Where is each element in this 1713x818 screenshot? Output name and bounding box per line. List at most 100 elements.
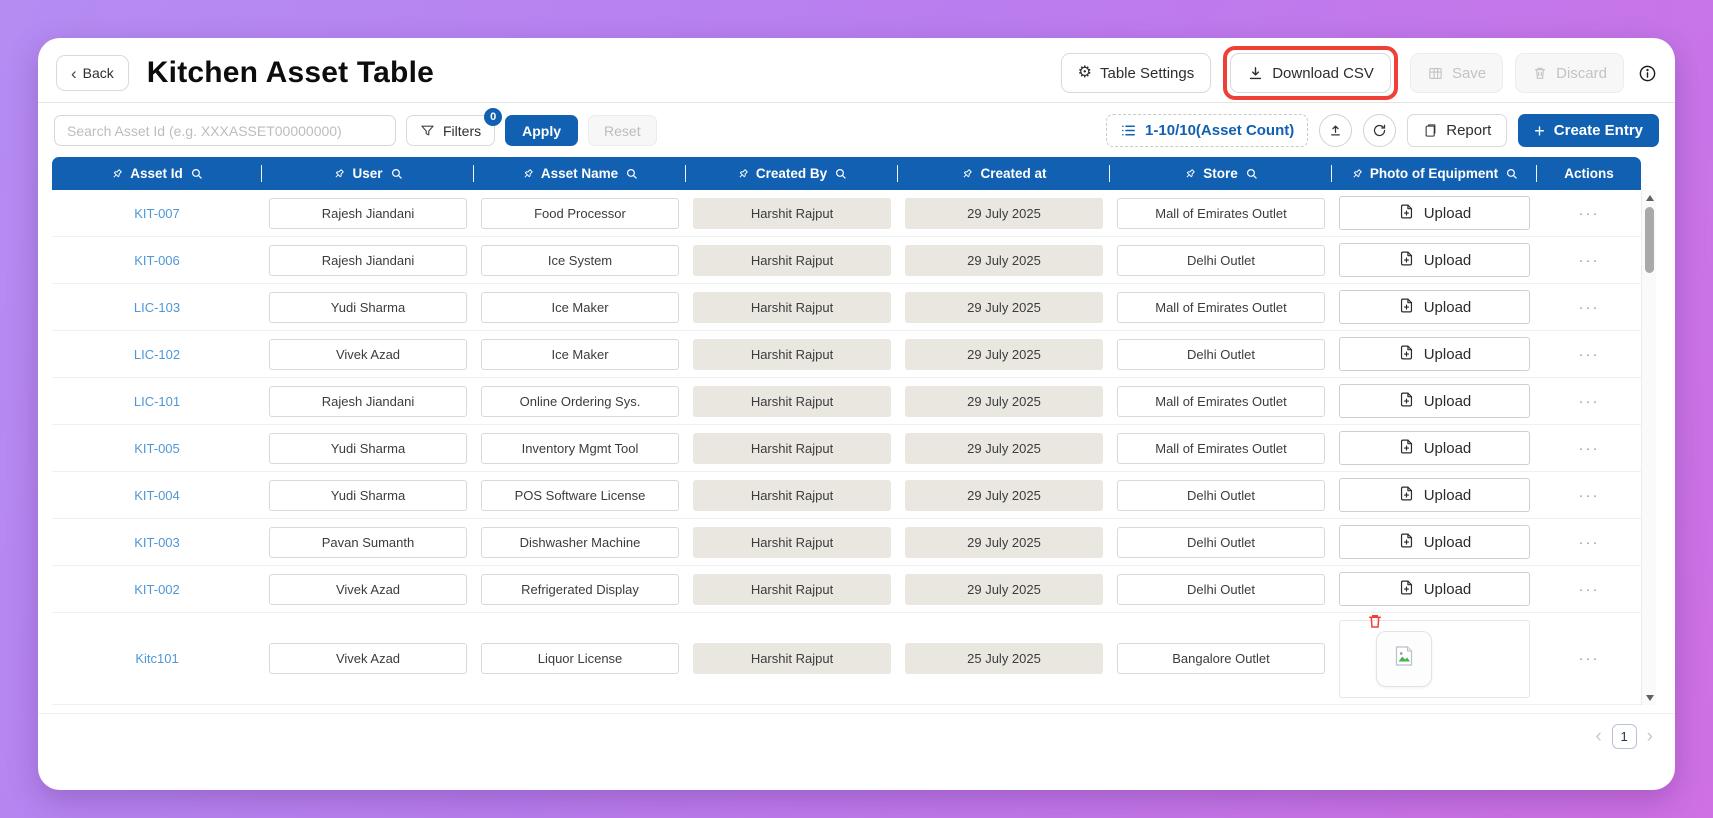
scroll-down-icon[interactable] (1642, 690, 1657, 705)
asset-name-cell[interactable]: Online Ordering Sys. (481, 385, 679, 417)
user-cell[interactable]: Yudi Sharma (269, 291, 467, 323)
column-search-icon[interactable] (1505, 167, 1518, 180)
column-search-icon[interactable] (625, 167, 638, 180)
asset-id-link[interactable]: KIT-004 (134, 487, 180, 503)
row-actions-menu[interactable]: ··· (1578, 392, 1600, 410)
row-actions-menu[interactable]: ··· (1578, 345, 1600, 363)
create-entry-label: Create Entry (1553, 122, 1643, 139)
info-button[interactable] (1638, 64, 1657, 83)
user-cell[interactable]: Pavan Sumanth (269, 526, 467, 558)
pin-icon[interactable] (111, 168, 123, 180)
asset-id-link[interactable]: KIT-002 (134, 581, 180, 597)
user-cell[interactable]: Rajesh Jiandani (269, 197, 467, 229)
asset-count-chip[interactable]: 1-10/10(Asset Count) (1106, 114, 1309, 147)
asset-name-cell[interactable]: Ice Maker (481, 291, 679, 323)
asset-name-cell[interactable]: Food Processor (481, 197, 679, 229)
asset-name-cell[interactable]: Refrigerated Display (481, 573, 679, 605)
upload-photo-button[interactable]: Upload (1339, 431, 1530, 465)
refresh-button[interactable] (1363, 114, 1397, 147)
store-cell[interactable]: Mall of Emirates Outlet (1117, 385, 1325, 417)
table-grid-icon (1429, 67, 1442, 79)
user-cell[interactable]: Rajesh Jiandani (269, 385, 467, 417)
asset-name-cell[interactable]: Dishwasher Machine (481, 526, 679, 558)
search-input[interactable] (54, 115, 396, 146)
pin-icon[interactable] (1184, 168, 1196, 180)
row-actions-menu[interactable]: ··· (1578, 439, 1600, 457)
upload-photo-button[interactable]: Upload (1339, 478, 1530, 512)
asset-name-cell[interactable]: Ice System (481, 244, 679, 276)
created-by-cell: Harshit Rajput (693, 197, 891, 229)
create-entry-button[interactable]: + Create Entry (1518, 114, 1659, 147)
row-actions-menu[interactable]: ··· (1578, 650, 1600, 667)
table-row: KIT-006 Rajesh Jiandani Ice System Harshit … (52, 237, 1641, 284)
footer-divider (38, 713, 1675, 714)
column-search-icon[interactable] (1245, 167, 1258, 180)
asset-name-cell[interactable]: Liquor License (481, 643, 679, 674)
delete-photo-icon[interactable] (1366, 612, 1384, 635)
store-cell[interactable]: Mall of Emirates Outlet (1117, 291, 1325, 323)
upload-photo-button[interactable]: Upload (1339, 572, 1530, 606)
asset-id-link[interactable]: LIC-103 (133, 299, 181, 315)
store-cell[interactable]: Delhi Outlet (1117, 338, 1325, 370)
current-page-button[interactable]: 1 (1611, 724, 1637, 749)
row-actions-menu[interactable]: ··· (1578, 580, 1600, 598)
scroll-up-icon[interactable] (1642, 190, 1657, 205)
pin-icon[interactable] (333, 168, 345, 180)
apply-button[interactable]: Apply (505, 115, 579, 146)
asset-name-cell[interactable]: POS Software License (481, 479, 679, 511)
upload-photo-button[interactable]: Upload (1339, 290, 1530, 324)
back-button[interactable]: ‹ Back (56, 55, 129, 91)
asset-id-link[interactable]: LIC-101 (133, 393, 181, 409)
store-cell[interactable]: Delhi Outlet (1117, 244, 1325, 276)
vertical-scrollbar[interactable] (1641, 190, 1656, 705)
user-cell[interactable]: Rajesh Jiandani (269, 244, 467, 276)
upload-photo-button[interactable]: Upload (1339, 525, 1530, 559)
asset-id-link[interactable]: KIT-005 (134, 440, 180, 456)
pin-icon[interactable] (737, 168, 749, 180)
row-actions-menu[interactable]: ··· (1578, 533, 1600, 551)
pin-icon[interactable] (1351, 168, 1363, 180)
column-label: User (352, 166, 383, 181)
user-cell[interactable]: Yudi Sharma (269, 432, 467, 464)
asset-id-link[interactable]: KIT-006 (134, 252, 180, 268)
upload-photo-button[interactable]: Upload (1339, 384, 1530, 418)
pin-icon[interactable] (961, 168, 973, 180)
column-search-icon[interactable] (190, 167, 203, 180)
row-actions-menu[interactable]: ··· (1578, 298, 1600, 316)
discard-button: Discard (1515, 53, 1624, 93)
cell-created-at: 29 July 2025 (898, 237, 1110, 283)
row-actions-menu[interactable]: ··· (1578, 204, 1600, 222)
user-cell[interactable]: Vivek Azad (269, 643, 467, 674)
store-cell[interactable]: Delhi Outlet (1117, 479, 1325, 511)
row-actions-menu[interactable]: ··· (1578, 486, 1600, 504)
photo-thumbnail[interactable] (1376, 630, 1432, 687)
asset-name-cell[interactable]: Inventory Mgmt Tool (481, 432, 679, 464)
scrollbar-thumb[interactable] (1644, 207, 1654, 273)
save-label: Save (1451, 64, 1487, 82)
store-cell[interactable]: Bangalore Outlet (1117, 643, 1325, 674)
user-cell[interactable]: Vivek Azad (269, 338, 467, 370)
column-search-icon[interactable] (390, 167, 403, 180)
asset-id-link[interactable]: KIT-003 (134, 534, 180, 550)
filters-button[interactable]: Filters 0 (406, 108, 503, 146)
store-cell[interactable]: Mall of Emirates Outlet (1117, 197, 1325, 229)
table-settings-button[interactable]: ⚙ Table Settings (1060, 53, 1212, 93)
report-button[interactable]: Report (1407, 114, 1508, 147)
store-cell[interactable]: Delhi Outlet (1117, 573, 1325, 605)
column-search-icon[interactable] (834, 167, 847, 180)
download-csv-button[interactable]: Download CSV (1230, 53, 1391, 93)
upload-photo-button[interactable]: Upload (1339, 243, 1530, 277)
asset-id-link[interactable]: LIC-102 (133, 346, 181, 362)
row-actions-menu[interactable]: ··· (1578, 251, 1600, 269)
upload-photo-button[interactable]: Upload (1339, 337, 1530, 371)
asset-name-cell[interactable]: Ice Maker (481, 338, 679, 370)
store-cell[interactable]: Delhi Outlet (1117, 526, 1325, 558)
pin-icon[interactable] (522, 168, 534, 180)
user-cell[interactable]: Vivek Azad (269, 573, 467, 605)
export-button[interactable] (1319, 114, 1353, 147)
upload-photo-button[interactable]: Upload (1339, 196, 1530, 230)
store-cell[interactable]: Mall of Emirates Outlet (1117, 432, 1325, 464)
user-cell[interactable]: Yudi Sharma (269, 479, 467, 511)
asset-id-link[interactable]: Kitc101 (135, 651, 179, 666)
asset-id-link[interactable]: KIT-007 (134, 205, 180, 221)
